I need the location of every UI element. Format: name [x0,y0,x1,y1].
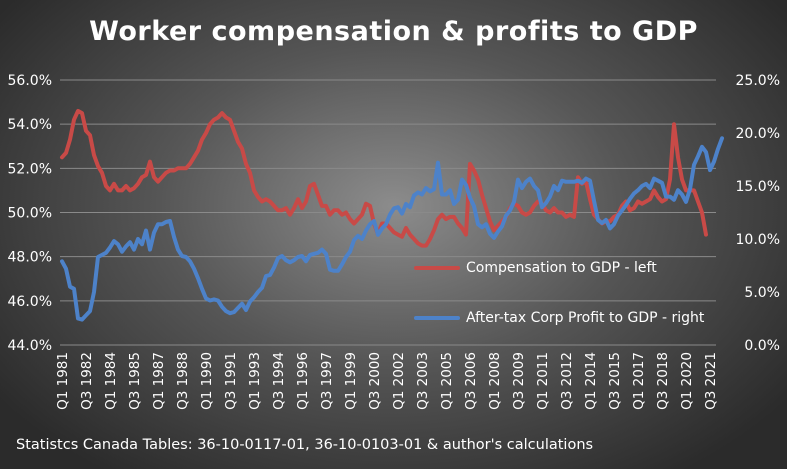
x-tick-label: Q3 2012 [559,352,575,410]
legend-label-compensation: Compensation to GDP - left [466,260,657,276]
x-tick-label: Q3 2000 [367,352,383,410]
x-tick-label: Q3 1997 [319,352,335,410]
x-tick-label: Q3 1988 [175,352,191,410]
y-left-tick-label: 44.0% [8,338,52,354]
x-tick-label: Q3 1982 [79,352,95,410]
y-right-tick-label: 10.0% [736,232,780,248]
legend-swatch-profit [414,316,460,320]
x-tick-label: Q3 2018 [655,352,671,410]
y-right-tick-label: 15.0% [736,179,780,195]
x-tick-label: Q3 2006 [463,352,479,410]
x-tick-label: Q1 2014 [583,352,599,410]
chart-title: Worker compensation & profits to GDP [89,16,698,47]
series-line-profit [60,136,724,322]
y-right-tick-label: 25.0% [736,73,780,89]
x-tick-label: Q1 1990 [199,352,215,410]
x-tick-label: Q1 2017 [631,352,647,410]
x-tick-label: Q1 1999 [343,352,359,410]
x-tick-label: Q3 1991 [223,352,239,410]
source-footnote: Statistcs Canada Tables: 36-10-0117-01, … [16,437,594,453]
x-tick-label: Q1 1993 [247,352,263,410]
x-tick-label: Q3 1985 [127,352,143,410]
y-right-tick-label: 0.0% [744,338,780,354]
x-tick-label: Q1 2020 [679,352,695,410]
x-tick-label: Q1 2008 [487,352,503,410]
x-tick-label: Q1 1981 [55,352,71,410]
x-tick-label: Q1 1984 [103,352,119,410]
legend-swatch-compensation [414,266,460,270]
x-tick-label: Q1 1996 [295,352,311,410]
y-left-tick-label: 48.0% [8,250,52,266]
y-left-tick-label: 50.0% [8,206,52,222]
x-tick-label: Q3 1994 [271,352,287,410]
x-tick-label: Q1 2011 [535,352,551,410]
y-left-tick-label: 46.0% [8,294,52,310]
y-right-tick-label: 5.0% [744,285,780,301]
x-tick-label: Q3 2015 [607,352,623,410]
x-tick-label: Q1 1987 [151,352,167,410]
x-tick-label: Q1 2005 [439,352,455,410]
y-right-tick-label: 20.0% [736,126,780,142]
x-tick-label: Q3 2021 [703,352,719,410]
y-left-tick-label: 52.0% [8,161,52,177]
legend-label-profit: After-tax Corp Profit to GDP - right [466,310,705,326]
x-tick-label: Q3 2003 [415,352,431,410]
y-left-tick-label: 54.0% [8,117,52,133]
x-tick-label: Q1 2002 [391,352,407,410]
x-tick-label: Q3 2009 [511,352,527,410]
y-left-tick-label: 56.0% [8,73,52,89]
